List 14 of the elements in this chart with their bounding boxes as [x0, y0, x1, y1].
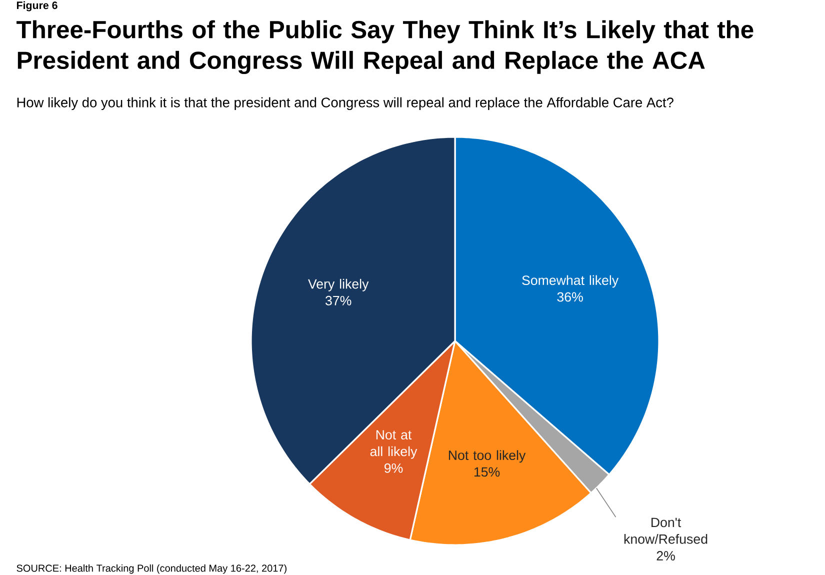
slice-label: Somewhat likely [522, 275, 619, 288]
slice-label: Not too likely [448, 450, 526, 463]
caption: Figure 6 [16, 1, 58, 12]
slice-label: Don't know/Refused [624, 518, 708, 544]
data-label: 9% [384, 463, 403, 473]
chart-subtitle: How likely do you think it is that the president and Congress will repeal and replace the Affordable Care Act? [17, 97, 674, 110]
source-note: SOURCE: Health Tracking Poll (conducted May 16-22, 2017) [16, 564, 286, 574]
slice-label: Very likely [308, 278, 369, 292]
slice-label: Not at all likely [370, 430, 418, 459]
data-label: 37% [326, 296, 352, 306]
data-label: 15% [474, 467, 500, 477]
data-label: 36% [557, 292, 583, 302]
data-label: 2% [656, 551, 675, 560]
chart-title: Three-Fourths of the Public Say They Think It’s Likely that the President and Congress Will Repeal and Replace the ACA [16, 20, 754, 74]
